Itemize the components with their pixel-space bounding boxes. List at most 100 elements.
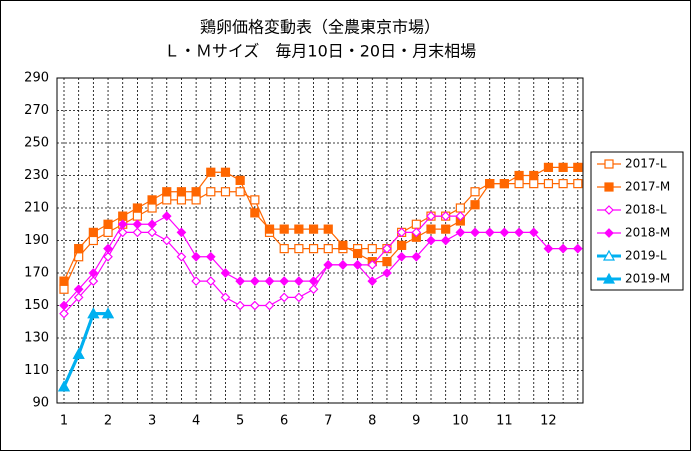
point — [558, 243, 568, 254]
point — [250, 208, 260, 218]
y-tick-label: 230 — [24, 168, 49, 183]
point — [367, 260, 378, 270]
point — [514, 170, 524, 181]
point — [308, 224, 319, 234]
point — [279, 292, 290, 303]
point — [103, 227, 113, 237]
point — [220, 167, 231, 177]
point — [426, 224, 436, 234]
point — [308, 244, 319, 254]
point — [176, 195, 187, 205]
point — [484, 227, 495, 238]
y-tick-label: 170 — [24, 266, 49, 281]
point — [514, 227, 524, 238]
plot-area — [56, 77, 584, 404]
point — [440, 235, 451, 246]
point — [367, 244, 377, 254]
point — [411, 227, 422, 238]
x-tick-label: 9 — [412, 414, 420, 429]
point — [191, 187, 201, 197]
point — [528, 227, 539, 238]
point — [499, 227, 510, 238]
point — [499, 179, 509, 189]
legend-label: 2019-M — [625, 272, 670, 286]
point — [543, 243, 554, 254]
point — [353, 248, 363, 259]
point — [558, 179, 568, 189]
point — [294, 276, 304, 286]
x-tick-label: 3 — [148, 414, 156, 429]
x-tick-label: 4 — [192, 414, 200, 429]
y-tick-label: 250 — [24, 136, 49, 151]
point — [529, 170, 539, 181]
point — [161, 211, 172, 221]
point — [132, 219, 143, 230]
y-tick-label: 110 — [24, 363, 49, 378]
chart-title: 鶏卵価格変動表（全農東京市場） — [200, 18, 440, 37]
point — [308, 276, 319, 286]
point — [147, 227, 157, 238]
point — [147, 203, 157, 213]
series-line — [62, 312, 109, 388]
point — [72, 348, 85, 359]
legend-marker — [602, 249, 616, 261]
point — [558, 162, 568, 172]
point — [455, 211, 466, 221]
point — [294, 244, 304, 254]
legend-label: 2017-M — [625, 180, 670, 194]
point — [308, 284, 319, 295]
point — [338, 260, 348, 270]
point — [206, 187, 216, 197]
point — [117, 219, 128, 230]
point — [103, 219, 113, 229]
point — [411, 219, 421, 229]
point — [470, 227, 480, 238]
legend-marker — [602, 272, 616, 284]
legend-label: 2019-L — [625, 249, 667, 263]
point — [396, 227, 407, 238]
x-tick-label: 2 — [104, 414, 112, 429]
point — [323, 244, 333, 254]
point — [102, 307, 115, 319]
point — [88, 227, 98, 237]
x-tick-label: 1 — [60, 414, 68, 429]
point — [220, 187, 231, 197]
point — [59, 284, 69, 294]
point — [485, 179, 495, 189]
point — [572, 243, 583, 254]
point — [191, 195, 201, 205]
point — [396, 251, 407, 262]
x-tick-label: 12 — [540, 414, 557, 429]
legend-marker — [604, 205, 614, 215]
y-tick-label: 150 — [24, 298, 49, 313]
point — [205, 276, 216, 286]
point — [529, 179, 539, 189]
point — [161, 235, 172, 246]
legend-marker — [604, 182, 614, 192]
x-tick-label: 5 — [236, 414, 244, 429]
point — [411, 251, 422, 262]
point — [73, 292, 84, 303]
chart-subtitle: Ｌ・Ｍサイズ 毎月10日・20日・月末相場 — [164, 42, 476, 61]
series-line — [63, 215, 461, 315]
point — [470, 187, 480, 197]
point — [426, 211, 436, 221]
point — [455, 227, 466, 238]
point — [132, 203, 142, 213]
point — [132, 211, 142, 221]
point — [206, 167, 216, 177]
point — [162, 195, 172, 205]
point — [162, 187, 172, 197]
x-tick-label: 7 — [324, 414, 332, 429]
point — [147, 195, 157, 205]
point — [191, 276, 201, 286]
point — [573, 162, 583, 172]
legend-label: 2018-M — [625, 226, 670, 240]
point — [514, 179, 524, 189]
point — [147, 219, 157, 230]
point — [279, 224, 289, 234]
point — [176, 187, 187, 197]
legend-label: 2017-L — [625, 157, 667, 171]
point — [264, 224, 275, 234]
